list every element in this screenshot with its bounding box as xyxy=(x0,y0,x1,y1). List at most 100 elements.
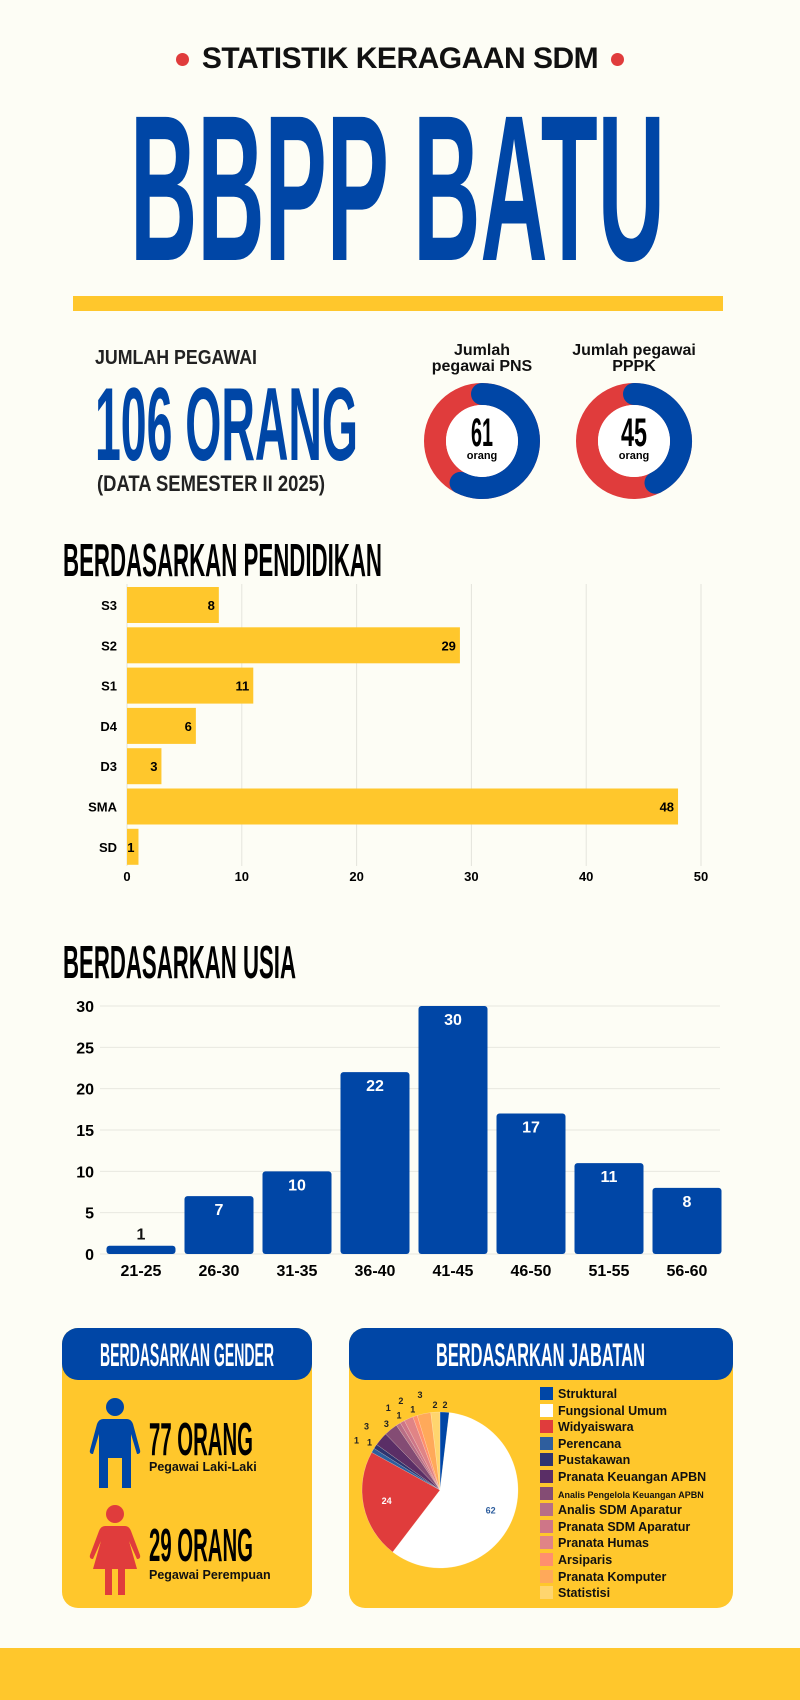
legend-label: Struktural xyxy=(558,1387,618,1401)
y-tick-label: 0 xyxy=(85,1247,94,1264)
total-value: 106 ORANG xyxy=(95,382,358,464)
legend-label: Fungsional Umum xyxy=(558,1403,668,1418)
legend-swatch xyxy=(540,1519,553,1533)
education-chart: 0 10 20 30 40 50 S3 8 S2 29 S1 11 D4 6 D3 3 SMA 48 SD 1 xyxy=(88,584,708,884)
x-tick-label: 0 xyxy=(123,869,130,884)
pppk-donut xyxy=(576,383,692,499)
legend-item: Pranata Keuangan APBN xyxy=(540,1470,706,1486)
male-person-icon xyxy=(89,1398,141,1488)
bar xyxy=(127,627,460,664)
y-tick-label: 30 xyxy=(76,999,94,1016)
pie-label: 1 xyxy=(367,1438,372,1448)
x-tick-label: 36-40 xyxy=(355,1263,396,1280)
bar xyxy=(340,1072,410,1254)
legend-item: Pranata Humas xyxy=(540,1536,649,1552)
legend-label: Pranata Komputer xyxy=(558,1569,667,1584)
male-label: Pegawai Laki-Laki xyxy=(149,1460,257,1474)
donut-hole xyxy=(598,405,670,477)
pie-label: 2 xyxy=(432,1400,437,1410)
pns-unit: orang xyxy=(467,450,498,462)
legend-item: Pustakawan xyxy=(540,1453,630,1469)
y-tick-label: 5 xyxy=(85,1206,94,1223)
female-person-icon xyxy=(89,1505,141,1595)
red-dot-icon xyxy=(176,52,190,66)
pie-slice xyxy=(373,1444,441,1491)
donut-fill xyxy=(449,383,540,499)
legend-swatch xyxy=(540,1420,553,1434)
y-tick-label: SD xyxy=(99,840,117,855)
data-label: 7 xyxy=(215,1202,224,1219)
divider xyxy=(73,296,723,311)
x-tick-label: 31-35 xyxy=(277,1263,318,1280)
bar xyxy=(127,828,139,865)
legend-swatch xyxy=(540,1569,553,1583)
legend-label: Arsiparis xyxy=(558,1553,613,1567)
gender-title-wrap: BERDASARKAN GENDER xyxy=(100,1340,274,1370)
legend-item: Pranata SDM Aparatur xyxy=(540,1519,690,1536)
total-note: (DATA SEMESTER II 2025) xyxy=(97,471,325,496)
page-title-wrap: BBPP BATU xyxy=(130,100,665,265)
bar xyxy=(106,1245,176,1254)
pie-slice xyxy=(376,1433,441,1491)
pie-slice xyxy=(385,1424,441,1491)
legend-label: Pranata Keuangan APBN xyxy=(558,1470,707,1484)
bar xyxy=(418,1006,488,1254)
jabatan-title: BERDASARKAN JABATAN xyxy=(436,1340,645,1370)
data-label: 1 xyxy=(127,840,134,855)
bar xyxy=(652,1187,722,1254)
y-tick-label: S1 xyxy=(101,679,117,694)
donut-hole xyxy=(446,405,518,477)
jabatan-title-wrap: BERDASARKAN JABATAN xyxy=(436,1340,645,1370)
pie-label: 24 xyxy=(382,1496,392,1506)
y-tick-label: 20 xyxy=(76,1082,94,1099)
subtitle: STATISTIK KERAGAAN SDM xyxy=(201,42,599,75)
y-tick-label: D3 xyxy=(100,759,117,774)
x-tick-label: 10 xyxy=(235,869,249,884)
pns-donut xyxy=(424,383,540,499)
age-chart: 0 5 10 15 20 25 30 21-25 1 26-30 7 31-35 10 36-40 22 41… xyxy=(76,999,722,1280)
data-label: 30 xyxy=(444,1012,462,1029)
legend-item: Pranata Komputer xyxy=(540,1569,667,1586)
pie-slice xyxy=(412,1415,441,1491)
x-tick-label: 30 xyxy=(464,869,478,884)
pie-slice xyxy=(404,1416,441,1491)
pie-slice xyxy=(392,1412,519,1569)
bar xyxy=(127,788,679,825)
y-tick-label: 10 xyxy=(76,1164,94,1181)
legend-swatch xyxy=(540,1387,553,1400)
data-label: 22 xyxy=(366,1078,384,1095)
legend-item: Widyaiswara xyxy=(540,1420,634,1436)
pns-label: Jumlah pegawai PNS xyxy=(407,343,557,375)
pie-label: 2 xyxy=(398,1396,403,1406)
legend-item: Perencana xyxy=(540,1436,622,1453)
x-tick-label: 40 xyxy=(579,869,593,884)
legend-swatch xyxy=(540,1436,553,1450)
x-tick-label: 20 xyxy=(349,869,363,884)
total-note-wrap: (DATA SEMESTER II 2025) xyxy=(97,471,325,496)
x-tick-label: 51-55 xyxy=(589,1263,630,1280)
pie-slice xyxy=(416,1412,441,1491)
pppk-value: 45 xyxy=(621,411,647,455)
pppk-label-line2: PPPK xyxy=(612,358,656,375)
pns-value: 61 xyxy=(471,411,493,455)
gender-title: BERDASARKAN GENDER xyxy=(100,1340,274,1370)
pie-label: 2 xyxy=(443,1400,448,1410)
data-label: 10 xyxy=(288,1177,306,1194)
page-title: BBPP BATU xyxy=(130,100,665,265)
legend-item: Analis Pengelola Keuangan APBN xyxy=(540,1486,704,1503)
data-label: 48 xyxy=(660,800,674,815)
y-tick-label: S3 xyxy=(101,598,117,613)
legend-label: Perencana xyxy=(558,1436,622,1451)
data-label: 1 xyxy=(137,1227,146,1244)
total-label-wrap: JUMLAH PEGAWAI xyxy=(95,347,257,368)
legend-label: Widyaiswara xyxy=(558,1420,634,1435)
legend-swatch xyxy=(540,1403,553,1417)
pie-label: 3 xyxy=(384,1419,389,1429)
legend-swatch xyxy=(540,1453,553,1467)
legend-swatch xyxy=(540,1470,553,1483)
pie-slice xyxy=(371,1448,441,1491)
x-tick-label: 21-25 xyxy=(121,1263,162,1280)
pie-label: 1 xyxy=(410,1404,415,1414)
legend-item: Struktural xyxy=(540,1387,617,1403)
x-tick-label: 41-45 xyxy=(433,1263,474,1280)
